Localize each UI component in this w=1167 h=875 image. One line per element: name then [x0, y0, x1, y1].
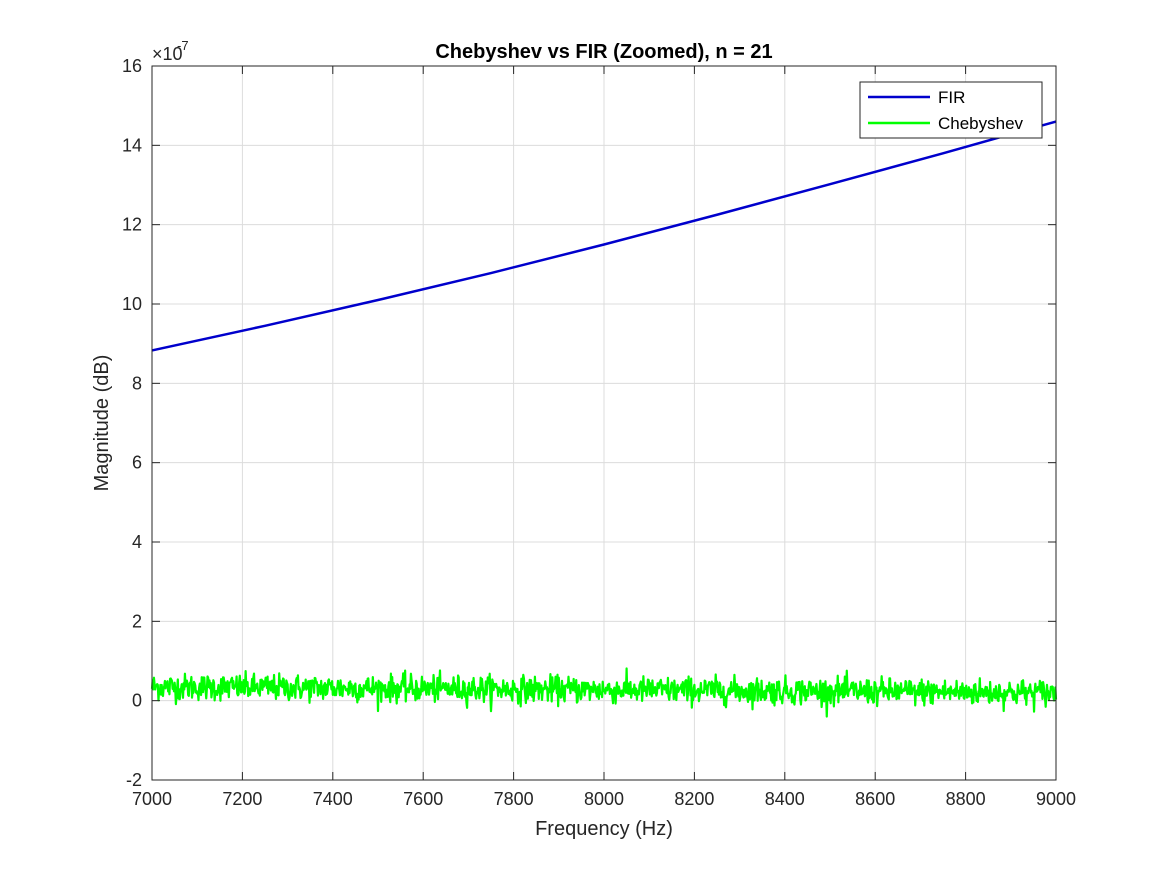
- y-tick-label: 16: [122, 56, 142, 76]
- series-fir-line: [151, 120, 1057, 352]
- ticks: [151, 65, 1057, 781]
- x-tick-label: 8000: [584, 789, 624, 809]
- x-tick-label: 8600: [855, 789, 895, 809]
- y-exponent-base: ×10: [152, 44, 183, 64]
- y-tick-label: 8: [132, 373, 142, 393]
- tick-labels: 7000 7200 7400 7600 7800 8000 8200 8400 8600 8800…: [122, 56, 1076, 809]
- legend: FIR Chebyshev: [859, 81, 1043, 139]
- legend-label-fir: FIR: [938, 88, 965, 107]
- x-tick-label: 7800: [494, 789, 534, 809]
- x-tick-label: 8800: [946, 789, 986, 809]
- legend-box: [859, 81, 1043, 139]
- x-tick-label: 9000: [1036, 789, 1076, 809]
- y-tick-label: 4: [132, 532, 142, 552]
- x-tick-label: 8200: [674, 789, 714, 809]
- x-tick-label: 7400: [313, 789, 353, 809]
- y-tick-label: 2: [132, 611, 142, 631]
- y-tick-label: 0: [132, 691, 142, 711]
- y-exponent-power: -7: [177, 38, 189, 53]
- x-tick-label: 7600: [403, 789, 443, 809]
- x-tick-label: 8400: [765, 789, 805, 809]
- y-tick-label: 10: [122, 294, 142, 314]
- y-axis-label: Magnitude (dB): [91, 355, 113, 492]
- y-tick-label: 14: [122, 135, 142, 155]
- x-axis-label: Frequency (Hz): [535, 818, 673, 840]
- y-tick-label: 12: [122, 215, 142, 235]
- y-tick-label: -2: [126, 770, 142, 790]
- x-tick-label: 7000: [132, 789, 172, 809]
- series-layer: [150, 120, 1058, 718]
- chart-title: Chebyshev vs FIR (Zoomed), n = 21: [435, 41, 772, 63]
- x-tick-label: 7200: [222, 789, 262, 809]
- y-tick-label: 6: [132, 453, 142, 473]
- legend-label-chebyshev: Chebyshev: [938, 114, 1024, 133]
- series-chebyshev-line: [150, 667, 1058, 718]
